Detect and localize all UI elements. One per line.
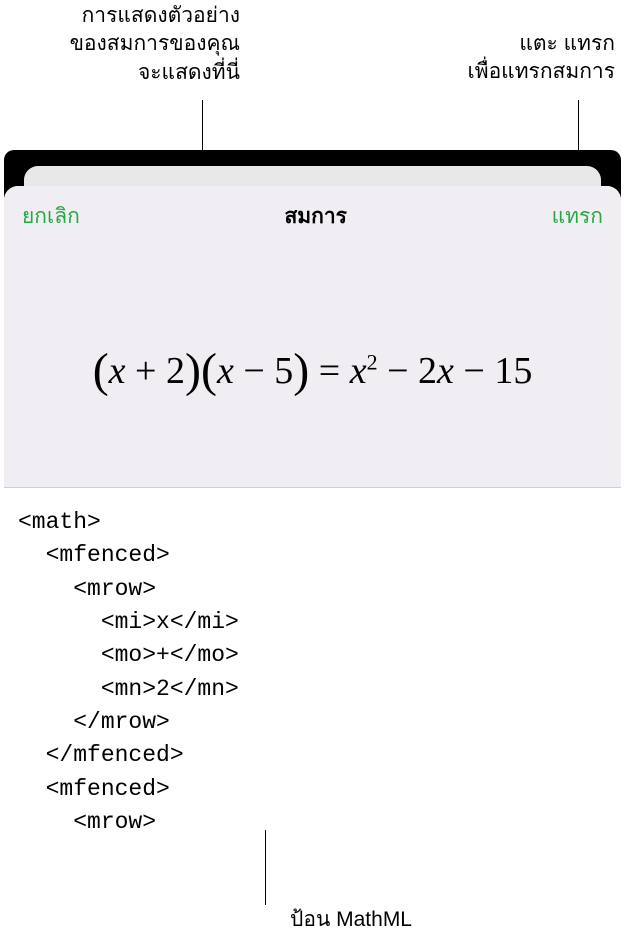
status-bar	[4, 150, 621, 160]
annotation-insert: แตะ แทรก เพื่อแทรกสมการ	[425, 30, 615, 87]
top-annotation-area: การแสดงตัวอย่าง ของสมการของคุณ จะแสดงที่…	[0, 0, 625, 150]
insert-button[interactable]: แทรก	[552, 200, 603, 233]
sheet-stack: ยกเลิก สมการ แทรก (x + 2)(x − 5) = x2 − …	[4, 160, 621, 880]
equation-preview-area: (x + 2)(x − 5) = x2 − 2x − 15	[4, 247, 621, 487]
sheet-header: ยกเลิก สมการ แทรก	[4, 186, 621, 247]
callout-line-code	[265, 830, 266, 905]
equation-preview: (x + 2)(x − 5) = x2 − 2x − 15	[93, 340, 533, 395]
sheet-title: สมการ	[284, 200, 346, 233]
annotation-preview: การแสดงตัวอย่าง ของสมการของคุณ จะแสดงที่…	[10, 2, 240, 87]
annotation-input: ป้อน MathML	[290, 903, 412, 936]
equation-sheet: ยกเลิก สมการ แทรก (x + 2)(x − 5) = x2 − …	[4, 186, 621, 880]
mathml-input[interactable]: <math> <mfenced> <mrow> <mi>x</mi> <mo>+…	[4, 487, 621, 880]
cancel-button[interactable]: ยกเลิก	[22, 200, 80, 233]
bottom-annotation-area: ป้อน MathML	[0, 880, 625, 944]
device-frame: ยกเลิก สมการ แทรก (x + 2)(x − 5) = x2 − …	[0, 150, 625, 880]
